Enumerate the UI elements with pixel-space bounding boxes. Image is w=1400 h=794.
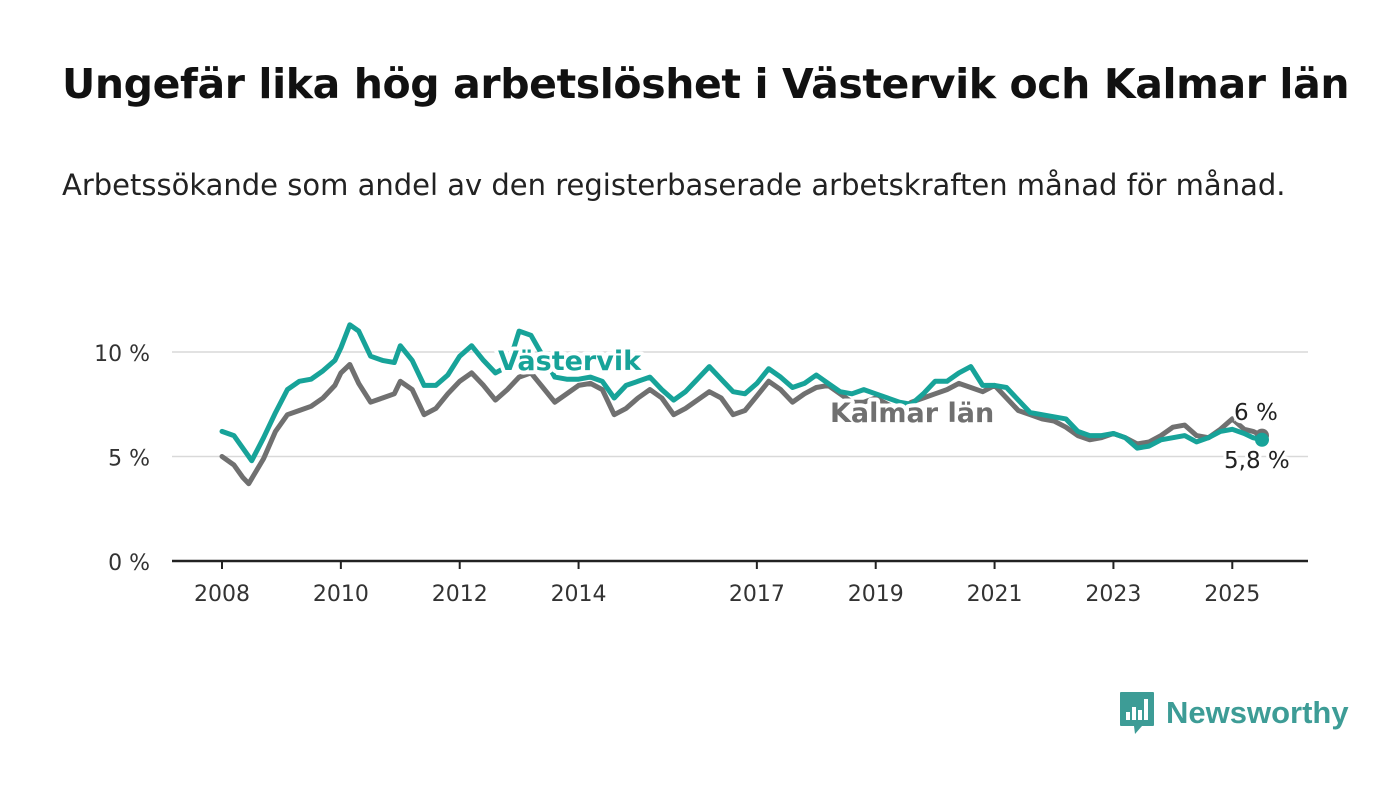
series-end-point (1255, 432, 1269, 447)
line-chart: 0 % 5 % 10 % 2008 2010 2012 2014 2017 2019 2021 20… (94, 322, 1308, 607)
brand-logo: Newsworthy (1118, 690, 1349, 736)
series-label-kalmar: Kalmar län (830, 398, 994, 429)
end-label-vastervik: 5,8 % (1224, 448, 1290, 474)
y-tick-label: 5 % (108, 447, 150, 472)
y-tick-label: 10 % (94, 342, 150, 367)
brand-name: Newsworthy (1166, 695, 1349, 730)
newsworthy-logo-icon (1120, 692, 1154, 734)
x-tick-label: 2008 (194, 582, 250, 607)
series-line-kalmar (219, 362, 1265, 487)
y-tick-label: 0 % (108, 551, 150, 576)
series-line-vastervik (219, 322, 1265, 464)
x-tick-label: 2023 (1085, 582, 1141, 607)
end-label-kalmar: 6 % (1234, 400, 1278, 426)
x-tick-label: 2010 (313, 582, 369, 607)
page-title: Ungefär lika hög arbetslöshet i Västervi… (62, 60, 1350, 108)
x-tick-label: 2012 (432, 582, 488, 607)
x-tick-label: 2021 (967, 582, 1023, 607)
x-tick-label: 2014 (551, 582, 607, 607)
page-subtitle: Arbetssökande som andel av den registerb… (62, 168, 1286, 202)
x-tick-label: 2019 (848, 582, 904, 607)
series-label-vastervik: Västervik (498, 346, 642, 377)
x-tick-label: 2017 (729, 582, 785, 607)
x-tick-label: 2025 (1204, 582, 1260, 607)
